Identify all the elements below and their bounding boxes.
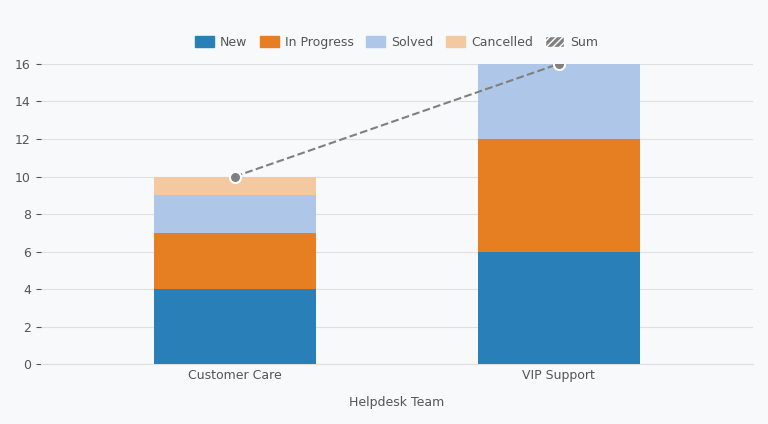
- Bar: [154, 233, 316, 289]
- Bar: [478, 251, 640, 364]
- Bar: [154, 289, 316, 364]
- Legend: New, In Progress, Solved, Cancelled, Sum: New, In Progress, Solved, Cancelled, Sum: [190, 31, 604, 54]
- Bar: [478, 64, 640, 139]
- Bar: [154, 176, 316, 195]
- Bar: [154, 195, 316, 233]
- Bar: [478, 139, 640, 251]
- X-axis label: Helpdesk Team: Helpdesk Team: [349, 396, 445, 409]
